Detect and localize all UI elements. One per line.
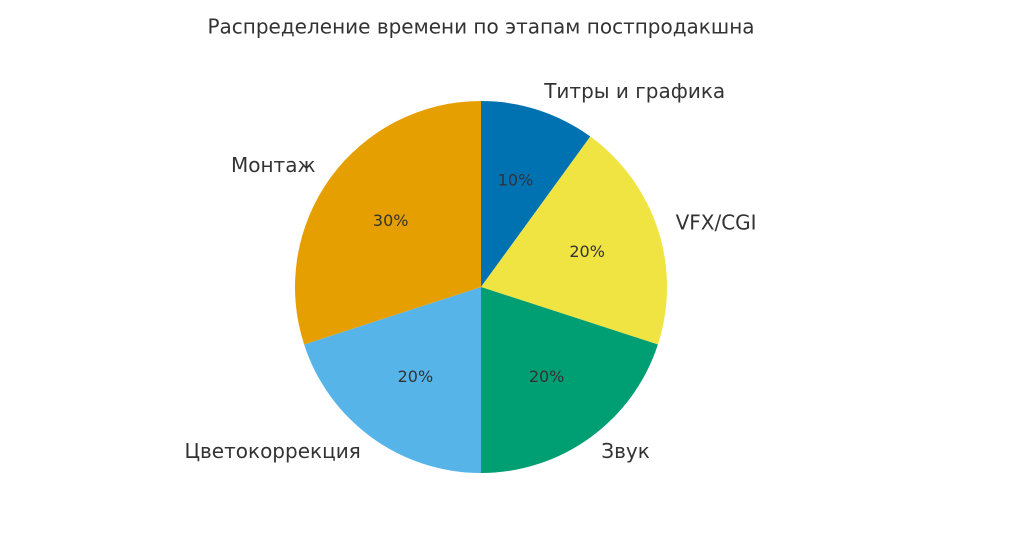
value-label: 30% (373, 211, 409, 230)
pie-slice (481, 287, 658, 473)
value-label: 20% (569, 242, 605, 261)
chart-title: Распределение времени по этапам постпрод… (207, 15, 754, 39)
pie-slice (481, 136, 667, 345)
value-label: 20% (398, 367, 434, 386)
pie-slice (481, 101, 591, 287)
pie-slice (304, 287, 481, 473)
slice-label: Цветокоррекция (184, 439, 360, 463)
slice-label: Титры и графика (543, 79, 725, 103)
pie-slice (294, 101, 481, 345)
slice-label: Звук (601, 439, 650, 463)
slice-label: VFX/CGI (676, 210, 757, 234)
value-label: 10% (498, 170, 534, 189)
slice-label: Монтаж (231, 153, 316, 177)
value-label: 20% (529, 367, 565, 386)
